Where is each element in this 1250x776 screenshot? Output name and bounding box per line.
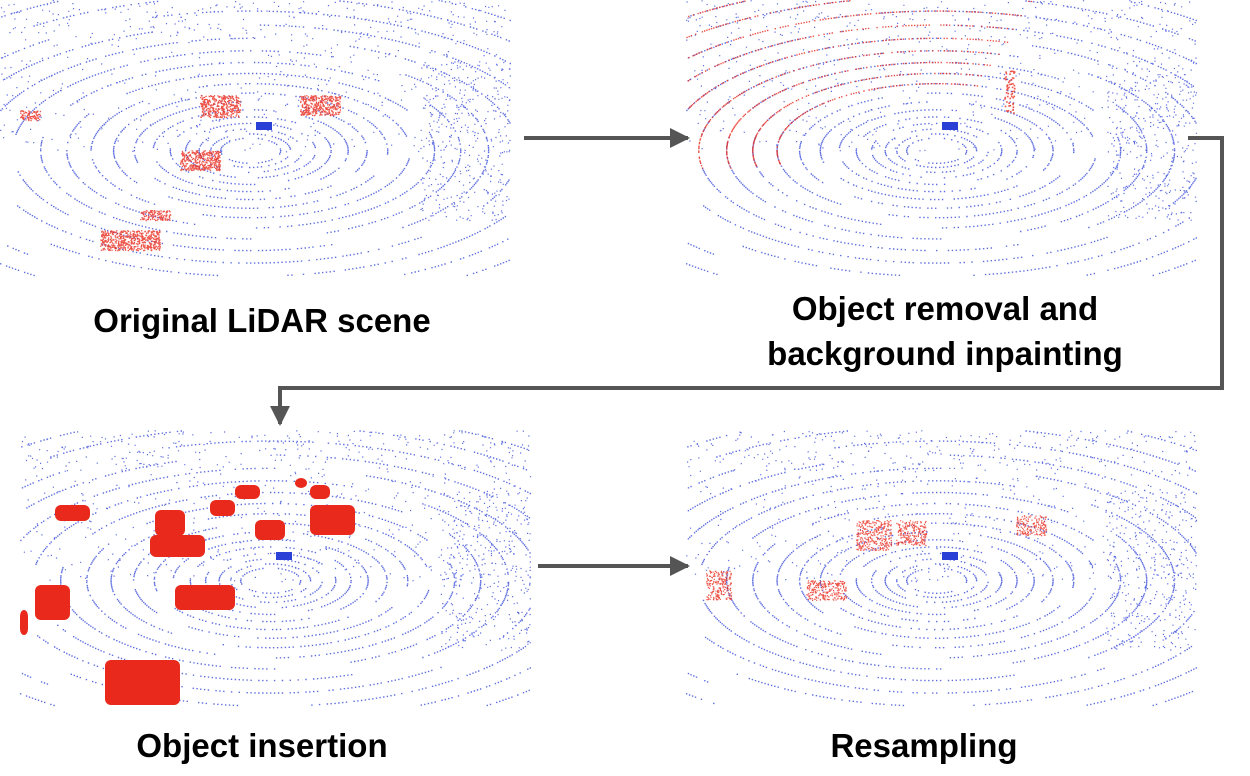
lidar-point-cloud-insertion [20,430,532,707]
lidar-point-cloud-removal [686,0,1198,277]
panel-object-insertion [20,430,532,707]
lidar-point-cloud-original [0,0,511,277]
label-background-inpainting: background inpainting [767,335,1123,372]
panel-original-lidar-scene [0,0,511,277]
arrow-removal-to-insertion [270,136,1224,426]
label-object-insertion: Object insertion [136,727,387,764]
label-resampling: Resampling [830,727,1017,764]
panel-resampling [686,430,1198,707]
label-object-removal: Object removal and [792,290,1098,327]
lidar-point-cloud-resampling [686,430,1198,707]
panel-object-removal [686,0,1198,277]
label-original-lidar-scene: Original LiDAR scene [93,302,430,339]
